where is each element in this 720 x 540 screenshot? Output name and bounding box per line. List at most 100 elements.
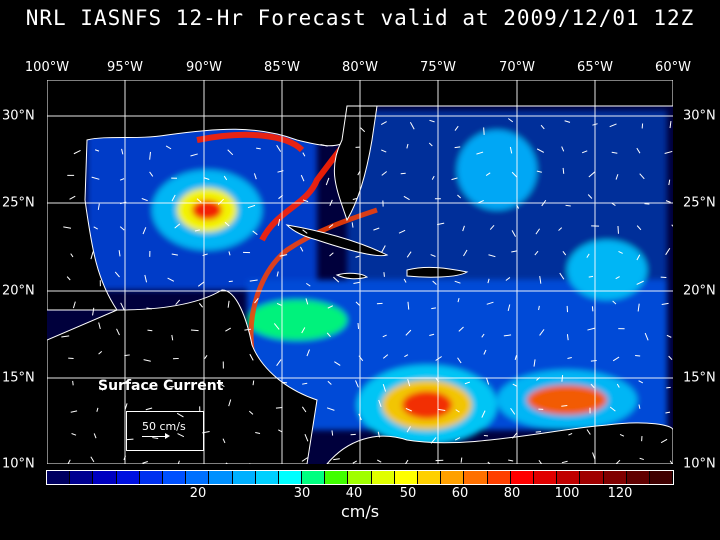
current-vector	[142, 227, 147, 235]
current-vector	[561, 405, 568, 407]
current-vector	[119, 201, 127, 205]
current-vector	[301, 327, 306, 334]
map-title: NRL IASNFS 12-Hr Forecast valid at 2009/…	[25, 6, 695, 30]
current-vector	[457, 357, 462, 364]
colorbar-cell	[139, 471, 163, 484]
current-vector	[485, 377, 490, 385]
current-vector	[430, 254, 436, 257]
current-vector	[533, 359, 536, 367]
current-vector	[405, 329, 412, 336]
current-vector	[328, 224, 334, 229]
current-vector	[275, 407, 283, 409]
current-vector	[661, 302, 669, 305]
colorbar-cell	[487, 471, 511, 484]
current-vector	[126, 438, 134, 441]
current-vector	[277, 170, 284, 173]
current-vector	[300, 174, 305, 182]
current-vector	[357, 170, 361, 176]
current-vector	[562, 251, 567, 256]
current-vector	[217, 198, 225, 205]
current-vector	[429, 119, 435, 123]
current-vector	[305, 298, 309, 305]
current-vector	[558, 227, 563, 231]
current-vector	[665, 200, 671, 203]
colorbar-unit: cm/s	[340, 502, 380, 521]
colorbar-tick-label: 80	[503, 486, 521, 501]
current-vector	[454, 280, 461, 284]
current-vector	[565, 204, 571, 207]
current-vector	[481, 333, 485, 338]
colorbar-cell	[47, 471, 71, 484]
current-vector	[352, 460, 358, 464]
colorbar-cell	[533, 471, 558, 484]
current-vector	[165, 145, 172, 150]
current-vector	[119, 226, 125, 231]
current-vector	[71, 433, 77, 436]
current-vector	[464, 381, 471, 385]
current-vector	[279, 254, 288, 257]
current-vector	[149, 171, 154, 177]
current-vector	[618, 250, 623, 254]
current-vector	[355, 255, 360, 258]
current-vector	[278, 194, 283, 200]
lon-label: 100°W	[24, 60, 70, 75]
colorbar-cell	[371, 471, 395, 484]
current-vector	[435, 356, 442, 361]
current-vector	[98, 385, 104, 391]
colorbar-cell	[603, 471, 627, 484]
current-vector	[611, 151, 618, 154]
current-vector	[171, 194, 176, 202]
current-vector	[277, 219, 281, 226]
current-vector	[70, 410, 78, 413]
current-vector	[644, 332, 649, 341]
south-america	[326, 422, 673, 464]
lat-label-left: 10°N	[2, 456, 35, 472]
current-vector	[91, 176, 100, 180]
current-vector	[409, 122, 415, 130]
current-vector	[334, 361, 341, 366]
current-vector	[171, 334, 174, 341]
current-vector	[668, 355, 673, 361]
current-vector	[508, 459, 514, 462]
current-vector	[483, 127, 485, 135]
current-vector	[380, 121, 387, 125]
current-vector	[326, 332, 331, 338]
current-vector	[615, 459, 621, 464]
current-vector	[145, 407, 153, 411]
current-map-svg	[47, 80, 673, 464]
current-vector	[568, 433, 573, 436]
current-vector	[355, 380, 359, 388]
lon-label: 80°W	[342, 60, 378, 75]
colorbar-tick-label: 20	[189, 486, 207, 501]
current-vector	[609, 123, 617, 128]
current-vector	[247, 204, 256, 209]
current-vector	[510, 407, 516, 415]
colorbar-cell	[557, 471, 581, 484]
current-vector	[116, 328, 120, 336]
current-vector	[202, 253, 208, 257]
current-vector	[488, 254, 496, 258]
colorbar-cell	[510, 471, 534, 484]
current-vector	[152, 437, 159, 440]
current-vector	[97, 203, 100, 210]
current-vector	[360, 127, 366, 133]
current-vector	[485, 172, 491, 177]
reference-vector-box	[126, 411, 204, 451]
current-vector	[406, 426, 411, 433]
colorbar-tick-label: 100	[554, 486, 580, 501]
lat-label-right: 25°N	[683, 195, 716, 211]
current-vector	[538, 459, 543, 464]
current-vector	[146, 307, 152, 310]
current-vector	[567, 356, 572, 359]
current-vector	[177, 460, 180, 464]
current-vector	[252, 380, 255, 386]
current-vector	[301, 457, 308, 462]
current-vector	[566, 334, 569, 341]
current-vector	[281, 381, 288, 384]
current-vector	[329, 252, 334, 257]
current-vector	[67, 459, 71, 464]
current-vector	[167, 277, 175, 282]
cuba	[285, 224, 389, 257]
current-vector	[564, 120, 571, 123]
current-vector	[326, 407, 335, 411]
